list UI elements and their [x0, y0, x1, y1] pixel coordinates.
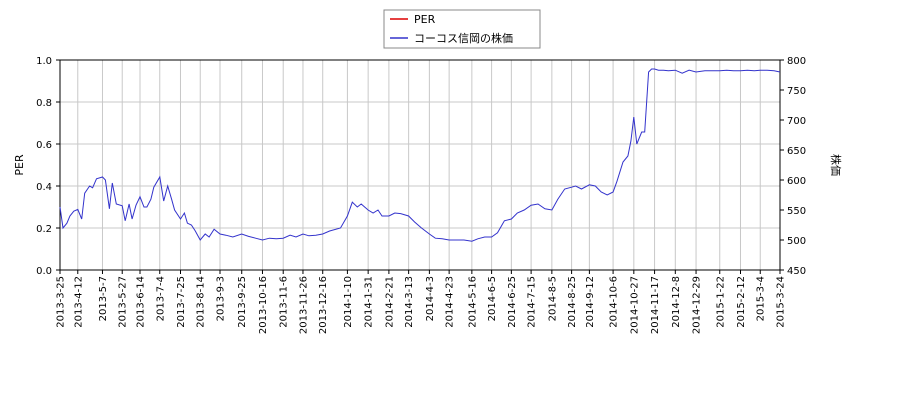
x-tick-label: 2014-12-8	[671, 276, 682, 328]
plot-area-frame	[59, 59, 781, 271]
x-tick-label: 2013-7-25	[176, 276, 187, 328]
x-tick-label: 2015-3-4	[756, 276, 767, 321]
x-tick-label: 2013-5-7	[98, 276, 109, 321]
x-tick-label: 2014-1-10	[343, 276, 354, 328]
x-tick-label: 2015-3-24	[776, 276, 787, 328]
x-tick-label: 2014-2-21	[384, 276, 395, 328]
x-tick-label: 2013-6-14	[136, 276, 147, 328]
stock-price-line	[59, 68, 781, 242]
x-tick-label: 2013-3-25	[56, 276, 67, 328]
x-tick-label: 2013-5-27	[118, 276, 129, 328]
left-y-tick-label: 0.6	[36, 140, 52, 151]
x-tick-label: 2015-1-22	[715, 276, 726, 328]
x-tick-label: 2014-1-31	[364, 276, 375, 328]
x-tick-label: 2013-9-3	[216, 276, 227, 321]
left-y-tick-label: 1.0	[36, 56, 52, 67]
x-tick-label: 2014-8-5	[547, 276, 558, 321]
right-y-tick-label: 750	[787, 86, 806, 97]
x-tick-label: 2014-5-16	[467, 276, 478, 328]
x-tick-label: 2014-10-27	[629, 276, 640, 334]
legend-label-per: PER	[414, 13, 436, 26]
right-y-tick-label: 650	[787, 146, 806, 157]
series-layer	[59, 68, 781, 242]
x-tick-label: 2013-11-6	[279, 276, 290, 328]
x-tick-label: 2014-4-3	[425, 276, 436, 321]
x-tick-label: 2015-2-12	[736, 276, 747, 328]
left-y-tick-label: 0.8	[36, 98, 52, 109]
x-axis: 2013-3-25 2013-4-12 2013-5-7 2013-5-27 2013-…	[56, 270, 787, 334]
x-tick-label: 2014-3-13	[404, 276, 415, 328]
right-y-tick-label: 500	[787, 236, 806, 247]
x-tick-label: 2013-9-25	[237, 276, 248, 328]
legend-box	[383, 9, 541, 49]
right-y-tick-label: 700	[787, 116, 806, 127]
x-tick-label: 2014-11-17	[650, 276, 661, 334]
vertical-gridlines	[59, 60, 781, 270]
right-y-tick-label: 450	[787, 266, 806, 277]
x-tick-label: 2013-10-16	[258, 276, 269, 334]
horizontal-gridlines	[60, 59, 780, 271]
x-tick-label: 2013-4-12	[73, 276, 84, 328]
right-y-tick-label: 600	[787, 176, 806, 187]
left-y-tick-label: 0.0	[36, 266, 52, 277]
legend-label-price: コーコス信岡の株価	[414, 31, 513, 45]
x-tick-label: 2014-8-25	[567, 276, 578, 328]
x-tick-label: 2013-7-4	[155, 276, 166, 321]
x-tick-label: 2013-11-26	[298, 276, 309, 334]
right-y-tick-label: 550	[787, 206, 806, 217]
x-tick-label: 2014-10-6	[609, 276, 620, 328]
left-y-tick-label: 0.2	[36, 224, 52, 235]
x-tick-label: 2014-9-12	[585, 276, 596, 328]
right-y-tick-label: 800	[787, 56, 806, 67]
right-y-axis: 450 500 550 600 650 700 750 800	[780, 56, 806, 277]
x-tick-label: 2014-12-29	[692, 276, 703, 334]
x-tick-label: 2014-7-15	[527, 276, 538, 328]
legend: PER コーコス信岡の株価	[383, 9, 541, 49]
x-tick-label: 2014-6-25	[507, 276, 518, 328]
left-y-axis: 0.0 0.2 0.4 0.6 0.8 1.0	[36, 56, 60, 277]
x-tick-label: 2014-6-5	[487, 276, 498, 321]
left-y-tick-label: 0.4	[36, 182, 52, 193]
left-y-axis-title: PER	[13, 154, 26, 176]
right-y-axis-title: 株価	[829, 154, 843, 176]
x-tick-label: 2013-12-16	[318, 276, 329, 334]
x-tick-label: 2014-4-23	[445, 276, 456, 328]
x-tick-label: 2013-8-14	[196, 276, 207, 328]
